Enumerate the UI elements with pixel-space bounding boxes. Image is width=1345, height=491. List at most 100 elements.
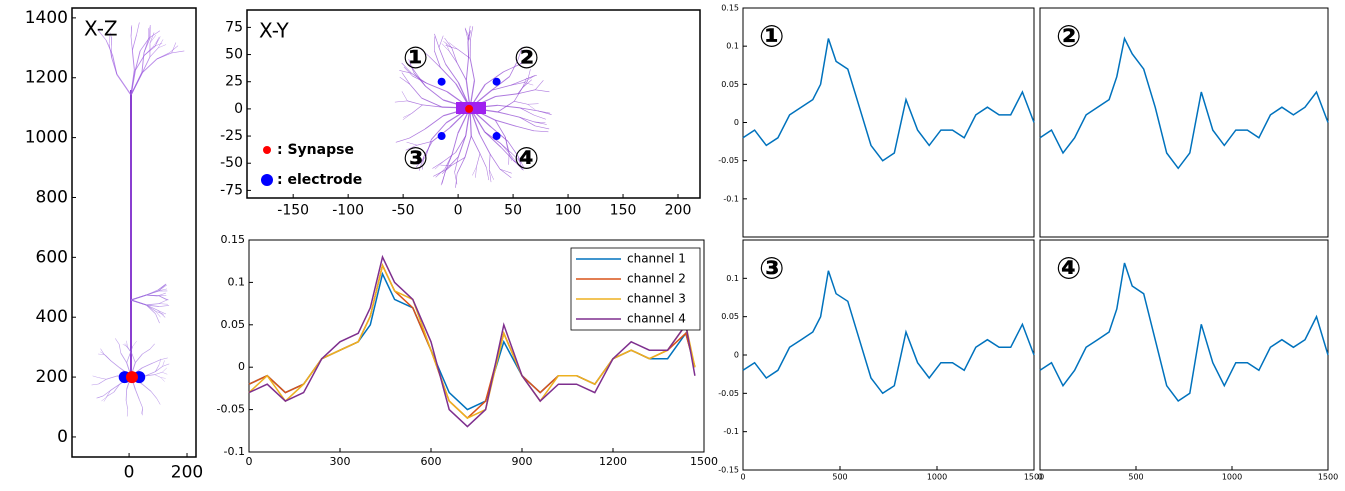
dendrite [130,299,147,306]
y-tick-label: 0.05 [721,80,739,89]
dendrite [162,363,170,367]
dendrite [435,168,446,178]
x-tick-label: -150 [277,203,309,219]
point [437,132,446,141]
dendrite [127,347,133,354]
legend-marker [261,174,273,186]
dendrite [451,48,458,64]
dendrite [442,152,456,163]
dendrite [509,60,518,77]
y-tick-label: 1400 [25,8,68,28]
dendrite [134,389,140,400]
dendrite [155,310,164,315]
dendrite [527,69,531,82]
dendrite [105,354,112,361]
dendrite [455,135,467,153]
dendrite [486,167,490,181]
dendrite [395,137,410,143]
dendrite [445,156,459,170]
dendrite [156,52,170,60]
dendrite [169,45,179,54]
dendrite [146,290,159,296]
dendrite [149,26,151,38]
dendrite [171,50,185,54]
dendrite [136,22,140,35]
dendrite [149,34,157,44]
dendrite [113,384,120,393]
dendrite [519,107,535,116]
dendrite [500,146,514,161]
dendrite [488,154,491,170]
dendrite [394,100,408,103]
dendrite [522,77,527,89]
plot-frame [742,7,1035,238]
dendrite [110,360,120,369]
dendrite [150,391,157,399]
dendrite [155,313,160,324]
dendrite [157,39,164,49]
dendrite [509,153,517,163]
dendrite [91,383,99,386]
dendrite [523,76,534,83]
signal-line [742,38,1035,162]
x-tick-label: 200 [171,462,203,482]
y-tick-label: 1200 [25,68,68,88]
legend-label: channel 2 [627,272,686,286]
dendrite [98,353,105,355]
dendrite [451,157,466,166]
dendrite [472,166,477,176]
y-tick-label: -0.05 [718,389,739,398]
dendrite [489,169,494,180]
dendrite [134,50,141,71]
dendrite [108,43,112,58]
dendrite [484,71,504,85]
y-tick-label: -0.05 [718,156,739,165]
dendrite [444,37,453,49]
y-tick-label: 0.1 [726,42,739,51]
dendrite [160,377,165,382]
panel-label: ① [759,20,784,55]
panel-label: ④ [1056,252,1081,287]
y-tick-label: 200 [36,367,68,387]
legend-label: channel 4 [627,312,686,326]
y-tick-label: -0.1 [224,445,245,458]
dendrite [110,383,120,391]
dendrite [534,121,546,123]
dendrite [122,344,128,348]
dendrite [406,141,418,146]
dendrite [517,89,536,95]
x-tick-label: 500 [832,473,847,482]
dendrite [495,119,517,127]
x-tick-label: 0 [246,455,253,468]
dendrite [92,375,99,378]
dendrite [130,294,147,301]
dendrite [100,348,105,355]
dendrite [158,299,169,304]
dendrite [149,30,161,39]
dendrite [497,104,521,109]
dendrite [139,399,144,409]
dendrite [415,156,427,168]
point-label: ② [514,41,539,76]
dendrite [499,168,512,174]
dendrite [100,351,106,356]
y-tick-label: 0.15 [221,233,246,246]
dendrite [418,156,424,171]
dendrite [444,154,453,169]
dendrite [434,33,440,48]
x-tick-label: 100 [555,203,582,219]
dendrite [456,157,466,174]
dendrite [403,66,413,77]
dendrite [533,114,546,120]
dendrite [519,116,535,123]
dendrite [131,34,137,51]
y-tick-label: -0.1 [723,427,739,436]
dendrite [499,168,512,179]
y-tick-label: 0 [234,101,243,117]
dendrite [495,93,518,97]
dendrite [154,374,162,378]
dendrite [108,32,111,44]
dendrite [519,116,536,127]
dendrite [103,390,111,397]
